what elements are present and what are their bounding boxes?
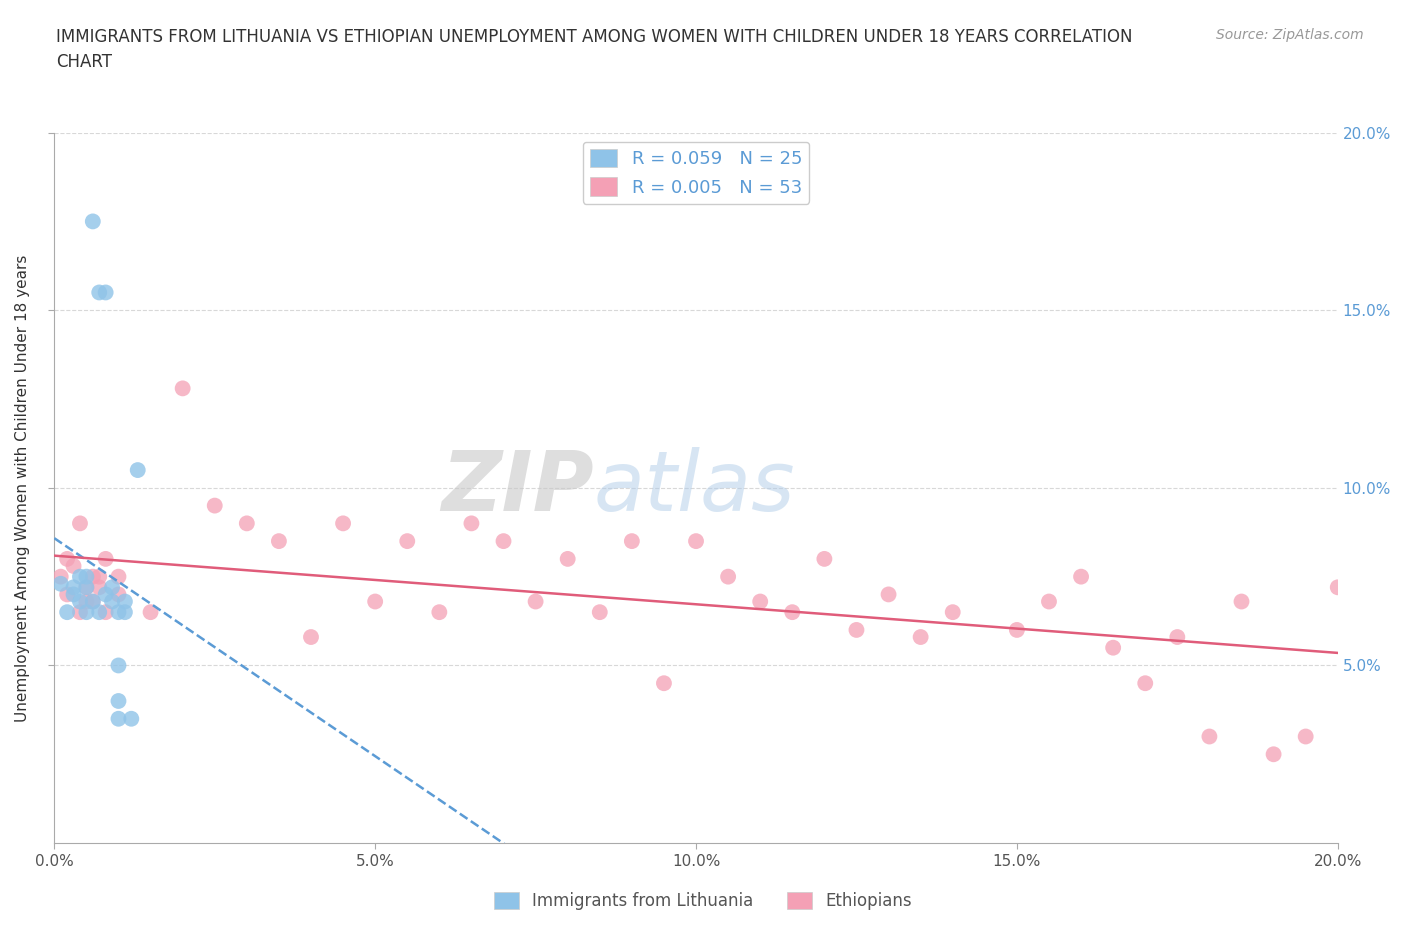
Text: IMMIGRANTS FROM LITHUANIA VS ETHIOPIAN UNEMPLOYMENT AMONG WOMEN WITH CHILDREN UN: IMMIGRANTS FROM LITHUANIA VS ETHIOPIAN U… xyxy=(56,28,1133,71)
Point xyxy=(94,285,117,299)
Point xyxy=(557,551,579,566)
Point xyxy=(107,604,129,619)
Point xyxy=(910,630,932,644)
Point xyxy=(749,594,772,609)
Point xyxy=(589,604,612,619)
Point xyxy=(1102,640,1125,655)
Point xyxy=(94,604,117,619)
Point xyxy=(75,604,97,619)
Point xyxy=(75,580,97,595)
Point xyxy=(56,587,79,602)
Point xyxy=(813,551,835,566)
Point xyxy=(877,587,900,602)
Point xyxy=(204,498,226,513)
Point xyxy=(1038,594,1060,609)
Point xyxy=(1070,569,1092,584)
Point xyxy=(845,622,868,637)
Point xyxy=(107,694,129,709)
Point xyxy=(75,569,97,584)
Point xyxy=(114,594,136,609)
Point xyxy=(782,604,804,619)
Point xyxy=(1230,594,1253,609)
Point xyxy=(89,580,111,595)
Point xyxy=(427,604,450,619)
Point xyxy=(107,711,129,726)
Point xyxy=(82,594,104,609)
Point xyxy=(685,534,707,549)
Point xyxy=(1005,622,1028,637)
Text: ZIP: ZIP xyxy=(440,447,593,528)
Point xyxy=(267,534,290,549)
Point xyxy=(75,594,97,609)
Point xyxy=(62,559,84,574)
Point xyxy=(172,381,194,396)
Point xyxy=(56,604,79,619)
Point xyxy=(107,569,129,584)
Point xyxy=(364,594,387,609)
Point xyxy=(942,604,965,619)
Point xyxy=(107,658,129,673)
Point xyxy=(56,551,79,566)
Point xyxy=(89,569,111,584)
Point xyxy=(1198,729,1220,744)
Point xyxy=(620,534,643,549)
Point xyxy=(1166,630,1188,644)
Point xyxy=(717,569,740,584)
Point xyxy=(49,569,72,584)
Point xyxy=(89,285,111,299)
Point xyxy=(114,604,136,619)
Point xyxy=(332,516,354,531)
Point xyxy=(492,534,515,549)
Point xyxy=(460,516,482,531)
Point xyxy=(236,516,259,531)
Point xyxy=(127,462,149,477)
Point xyxy=(101,580,124,595)
Point xyxy=(1263,747,1285,762)
Point xyxy=(69,569,91,584)
Point xyxy=(299,630,322,644)
Point xyxy=(82,214,104,229)
Text: Source: ZipAtlas.com: Source: ZipAtlas.com xyxy=(1216,28,1364,42)
Point xyxy=(69,604,91,619)
Point xyxy=(82,569,104,584)
Point xyxy=(69,594,91,609)
Point xyxy=(49,577,72,591)
Point xyxy=(62,587,84,602)
Point xyxy=(69,516,91,531)
Point xyxy=(62,580,84,595)
Point xyxy=(396,534,419,549)
Point xyxy=(101,594,124,609)
Point xyxy=(94,587,117,602)
Point xyxy=(75,580,97,595)
Point xyxy=(1135,676,1157,691)
Point xyxy=(652,676,675,691)
Point xyxy=(120,711,142,726)
Y-axis label: Unemployment Among Women with Children Under 18 years: Unemployment Among Women with Children U… xyxy=(15,254,30,722)
Point xyxy=(94,551,117,566)
Point xyxy=(139,604,162,619)
Point xyxy=(107,587,129,602)
Point xyxy=(89,604,111,619)
Point xyxy=(524,594,547,609)
Point xyxy=(82,594,104,609)
Legend: R = 0.059   N = 25, R = 0.005   N = 53: R = 0.059 N = 25, R = 0.005 N = 53 xyxy=(583,141,810,204)
Legend: Immigrants from Lithuania, Ethiopians: Immigrants from Lithuania, Ethiopians xyxy=(488,885,918,917)
Point xyxy=(1326,580,1348,595)
Text: atlas: atlas xyxy=(593,447,794,528)
Point xyxy=(1295,729,1317,744)
